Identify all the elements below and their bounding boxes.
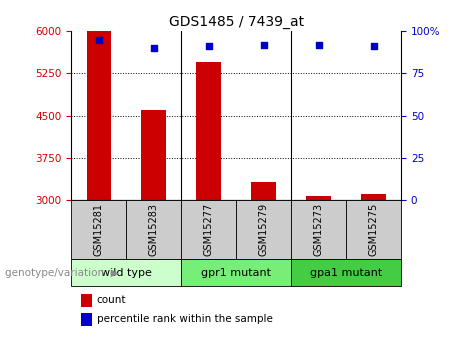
Bar bbox=[81, 294, 92, 307]
Text: count: count bbox=[97, 295, 126, 305]
Point bbox=[95, 37, 103, 42]
Text: genotype/variation  ▶: genotype/variation ▶ bbox=[5, 268, 118, 277]
Bar bbox=[126, 200, 181, 259]
Bar bbox=[87, 31, 111, 200]
Text: gpr1 mutant: gpr1 mutant bbox=[201, 268, 271, 277]
Text: GSM15277: GSM15277 bbox=[204, 203, 214, 256]
Point bbox=[315, 42, 322, 47]
Text: wild type: wild type bbox=[101, 268, 152, 277]
Text: GSM15281: GSM15281 bbox=[94, 203, 104, 256]
Text: gpa1 mutant: gpa1 mutant bbox=[310, 268, 382, 277]
Bar bbox=[71, 259, 181, 286]
Bar bbox=[196, 62, 221, 200]
Bar bbox=[251, 182, 276, 200]
Bar bbox=[81, 313, 92, 326]
Text: GSM15275: GSM15275 bbox=[369, 203, 378, 256]
Bar bbox=[361, 195, 386, 200]
Point bbox=[205, 43, 213, 49]
Bar bbox=[291, 200, 346, 259]
Text: percentile rank within the sample: percentile rank within the sample bbox=[97, 314, 272, 324]
Bar bbox=[236, 200, 291, 259]
Bar bbox=[142, 110, 166, 200]
Bar bbox=[306, 196, 331, 200]
Title: GDS1485 / 7439_at: GDS1485 / 7439_at bbox=[169, 14, 304, 29]
Text: GSM15279: GSM15279 bbox=[259, 203, 269, 256]
Bar bbox=[291, 259, 401, 286]
Bar bbox=[346, 200, 401, 259]
Bar bbox=[181, 200, 236, 259]
Text: GSM15273: GSM15273 bbox=[313, 203, 324, 256]
Bar bbox=[71, 200, 126, 259]
Bar bbox=[181, 259, 291, 286]
Point bbox=[260, 42, 267, 47]
Point bbox=[370, 43, 377, 49]
Point bbox=[150, 45, 158, 51]
Text: GSM15283: GSM15283 bbox=[149, 203, 159, 256]
